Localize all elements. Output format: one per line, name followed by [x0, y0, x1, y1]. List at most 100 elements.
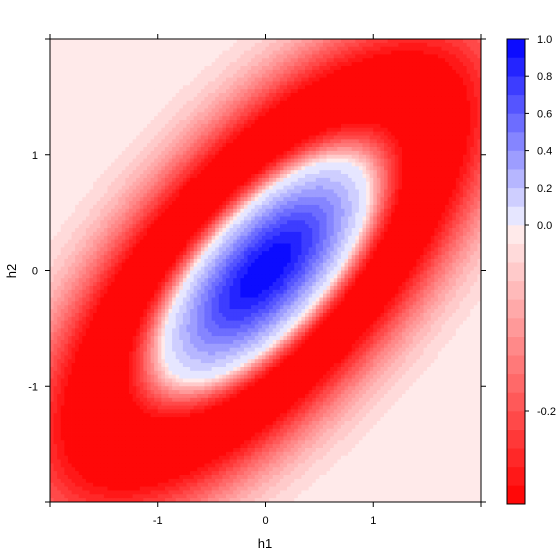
heatmap-cell: [269, 150, 274, 156]
heatmap-cell: [107, 177, 112, 183]
heatmap-cell: [308, 139, 313, 144]
heatmap-cell: [401, 123, 406, 129]
heatmap-cell: [57, 81, 62, 86]
heatmap-cell: [337, 93, 342, 98]
heatmap-cell: [243, 96, 248, 102]
heatmap-cell: [351, 93, 356, 98]
heatmap-cell: [243, 93, 248, 98]
heatmap-cell: [233, 116, 238, 121]
heatmap-cell: [225, 50, 230, 55]
heatmap-cell: [82, 181, 87, 187]
heatmap-cell: [129, 62, 134, 67]
heatmap-cell: [132, 39, 137, 44]
heatmap-cell: [312, 46, 317, 51]
heatmap-cell: [380, 127, 385, 132]
heatmap-cell: [236, 181, 241, 187]
heatmap-cell: [154, 193, 159, 198]
heatmap-cell: [114, 42, 119, 48]
heatmap-cell: [233, 143, 238, 148]
heatmap-cell: [308, 154, 313, 160]
heatmap-cell: [369, 150, 374, 156]
heatmap-cell: [121, 139, 126, 144]
heatmap-cell: [125, 158, 130, 163]
heatmap-cell: [387, 85, 392, 90]
heatmap-cell: [419, 166, 424, 171]
heatmap-cell: [269, 77, 274, 82]
heatmap-cell: [182, 62, 187, 67]
heatmap-cell: [129, 143, 134, 148]
heatmap-cell: [168, 50, 173, 55]
heatmap-cell: [315, 58, 320, 63]
heatmap-cell: [276, 100, 281, 105]
heatmap-cell: [283, 135, 288, 140]
heatmap-cell: [276, 158, 281, 163]
heatmap-cell: [283, 66, 288, 71]
heatmap-cell: [441, 66, 446, 71]
heatmap-cell: [57, 127, 62, 132]
heatmap-cell: [351, 50, 356, 55]
heatmap-cell: [391, 189, 396, 194]
heatmap-cell: [67, 193, 72, 198]
heatmap-cell: [387, 104, 392, 109]
heatmap-cell: [182, 39, 187, 44]
heatmap-cell: [416, 116, 421, 121]
heatmap-cell: [136, 104, 141, 109]
heatmap-cell: [150, 69, 155, 75]
heatmap-cell: [208, 162, 213, 167]
heatmap-cell: [473, 147, 478, 152]
heatmap-cell: [118, 93, 123, 98]
heatmap-cell: [179, 100, 184, 105]
heatmap-cell: [287, 96, 292, 102]
heatmap-cell: [308, 108, 313, 113]
heatmap-cell: [348, 177, 353, 183]
heatmap-cell: [247, 193, 252, 198]
heatmap-cell: [190, 150, 195, 156]
heatmap-cell: [333, 54, 338, 59]
heatmap-cell: [380, 96, 385, 102]
heatmap-cell: [251, 50, 256, 55]
heatmap-cell: [470, 89, 475, 94]
heatmap-cell: [301, 50, 306, 55]
heatmap-cell: [60, 158, 65, 163]
heatmap-cell: [452, 135, 457, 140]
heatmap-cell: [143, 85, 148, 90]
heatmap-cell: [164, 66, 169, 71]
heatmap-cell: [114, 46, 119, 51]
heatmap-cell: [362, 46, 367, 51]
heatmap-cell: [409, 120, 414, 125]
heatmap-cell: [463, 58, 468, 63]
heatmap-cell: [60, 39, 65, 44]
heatmap-cell: [67, 166, 72, 171]
heatmap-cell: [157, 50, 162, 55]
heatmap-cell: [419, 123, 424, 129]
heatmap-cell: [85, 112, 90, 117]
heatmap-cell: [93, 177, 98, 183]
heatmap-cell: [455, 185, 460, 190]
heatmap-cell: [294, 150, 299, 156]
heatmap-cell: [315, 158, 320, 163]
heatmap-cell: [182, 131, 187, 136]
heatmap-cell: [251, 185, 256, 190]
heatmap-cell: [200, 42, 205, 48]
heatmap-cell: [401, 158, 406, 163]
heatmap-cell: [164, 58, 169, 63]
heatmap-cell: [269, 69, 274, 75]
heatmap-cell: [118, 193, 123, 198]
heatmap-cell: [344, 170, 349, 175]
heatmap-cell: [114, 89, 119, 94]
heatmap-cell: [222, 197, 227, 202]
heatmap-cell: [294, 139, 299, 144]
heatmap-cell: [258, 108, 263, 113]
heatmap-cell: [233, 66, 238, 71]
heatmap-cell: [308, 123, 313, 129]
heatmap-cell: [412, 120, 417, 125]
heatmap-cell: [322, 154, 327, 160]
heatmap-cell: [423, 158, 428, 163]
heatmap-cell: [204, 131, 209, 136]
heatmap-cell: [315, 108, 320, 113]
heatmap-cell: [376, 154, 381, 160]
heatmap-cell: [459, 66, 464, 71]
heatmap-cell: [369, 66, 374, 71]
heatmap-cell: [427, 116, 432, 121]
heatmap-cell: [146, 62, 151, 67]
